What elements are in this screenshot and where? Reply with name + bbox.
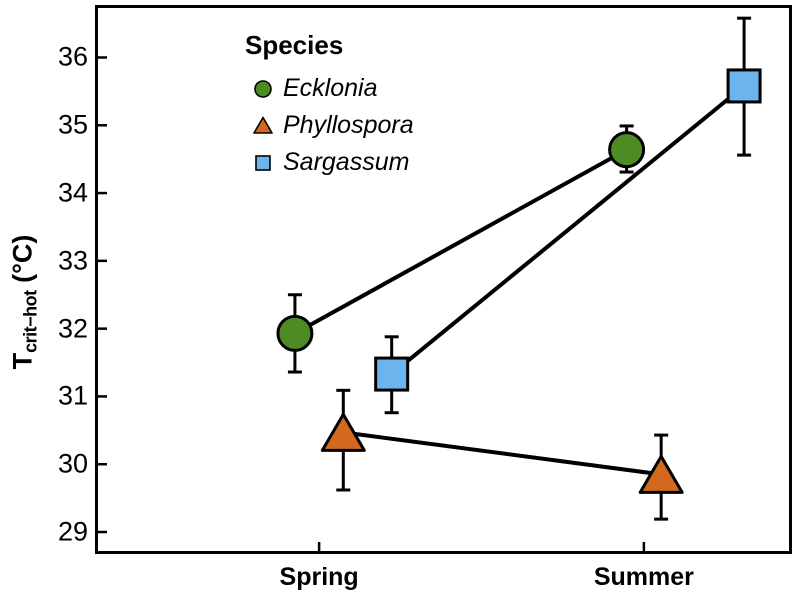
datapoint-sargassum-summer (726, 16, 762, 157)
y-axis-title: Tcrit−hot (°C) (0, 0, 46, 604)
legend: Species Ecklonia Phyllospora Sargassum (243, 30, 473, 181)
y-tick-label: 31 (57, 380, 88, 411)
legend-item-sargassum[interactable]: Sargassum (243, 144, 473, 181)
square-marker-icon (243, 151, 283, 175)
y-tick-label: 29 (57, 516, 88, 547)
x-tick-label-spring: Spring (279, 563, 359, 591)
datapoint-ecklonia-summer (608, 124, 646, 174)
y-tick-label: 35 (57, 109, 88, 140)
plot-area (98, 16, 762, 551)
series-line-phyllospora (341, 430, 664, 477)
y-axis-title-unit: (°C) (7, 234, 38, 291)
y-tick-label: 30 (57, 448, 88, 479)
datapoint-phyllospora-summer (638, 433, 684, 521)
square-marker[interactable] (726, 68, 762, 104)
legend-label-ecklonia: Ecklonia (283, 74, 378, 102)
circle-marker-icon (243, 77, 283, 101)
circle-marker[interactable] (276, 314, 314, 352)
series-line-sargassum (389, 84, 747, 377)
datapoint-phyllospora-spring (320, 388, 366, 492)
plot-panel: Species Ecklonia Phyllospora Sargassum (95, 5, 792, 554)
datapoint-ecklonia-spring (276, 293, 314, 374)
y-tick-label: 36 (57, 41, 88, 72)
legend-item-phyllospora[interactable]: Phyllospora (243, 107, 473, 144)
triangle-marker-icon (243, 114, 283, 138)
legend-title: Species (245, 30, 344, 60)
y-tick-label: 32 (57, 313, 88, 344)
legend-label-phyllospora: Phyllospora (283, 111, 414, 139)
series-line-ecklonia (292, 147, 629, 336)
y-axis-title-subscript: crit−hot (20, 290, 41, 353)
circle-marker[interactable] (608, 131, 646, 169)
legend-item-ecklonia[interactable]: Ecklonia (243, 70, 473, 107)
y-axis-title-base: T (7, 352, 38, 370)
square-marker[interactable] (374, 356, 410, 392)
y-axis-title-text: Tcrit−hot (°C) (7, 234, 41, 370)
x-tick-label-summer: Summer (593, 563, 694, 591)
y-tick-label: 34 (57, 177, 88, 208)
y-tick-label: 33 (57, 245, 88, 276)
legend-label-sargassum: Sargassum (283, 148, 410, 176)
triangle-marker[interactable] (320, 412, 366, 452)
triangle-marker[interactable] (638, 454, 684, 494)
datapoint-sargassum-spring (374, 335, 410, 415)
